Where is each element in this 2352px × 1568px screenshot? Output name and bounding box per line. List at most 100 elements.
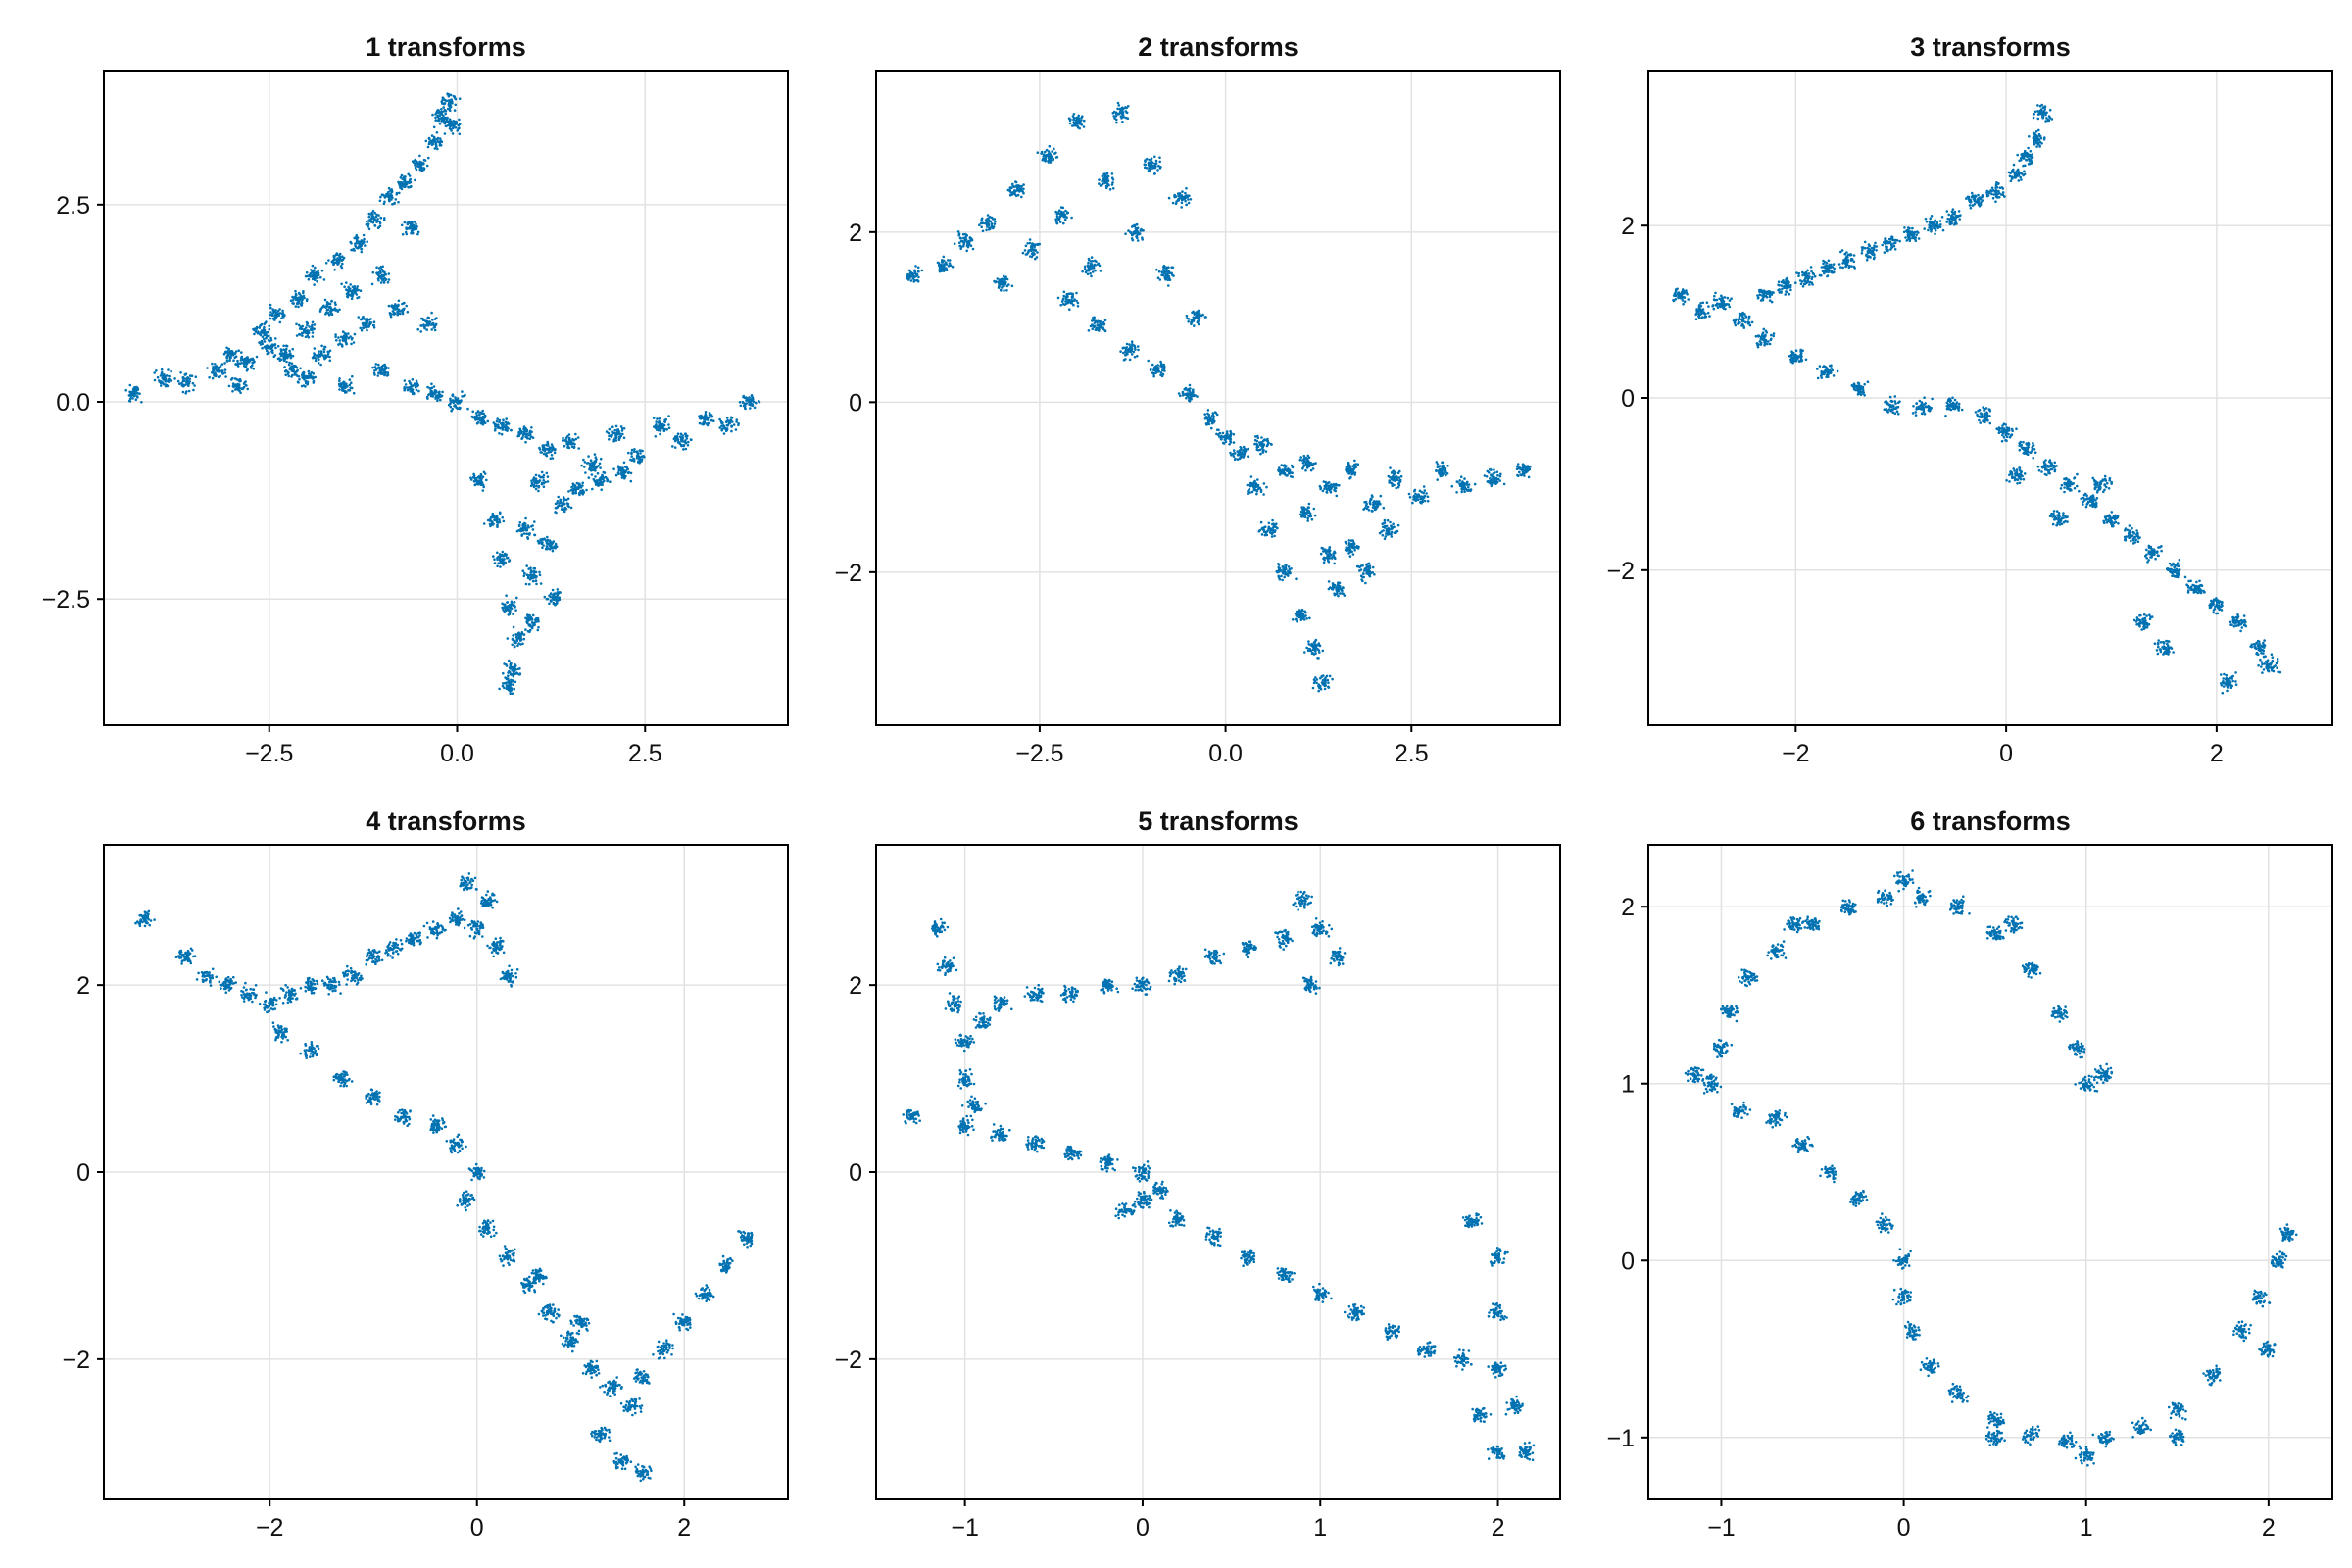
scatter-point <box>214 363 217 366</box>
scatter-point <box>347 285 350 289</box>
scatter-point <box>701 415 704 418</box>
scatter-point <box>311 356 315 360</box>
scatter-point <box>635 450 638 454</box>
scatter-point <box>536 480 540 483</box>
scatter-point <box>324 313 327 316</box>
scatter-point <box>584 471 587 474</box>
scatter-point <box>192 388 195 392</box>
scatter-point <box>522 574 526 578</box>
scatter-point <box>164 379 168 383</box>
scatter-point <box>730 424 733 428</box>
scatter-point <box>1455 491 1458 494</box>
scatter-point <box>493 518 496 521</box>
scatter-point <box>1014 189 1017 193</box>
scatter-point <box>304 326 308 329</box>
scatter-point <box>501 550 505 554</box>
scatter-point <box>1491 480 1494 483</box>
scatter-point <box>532 483 536 487</box>
scatter-point <box>1441 468 1445 471</box>
scatter-point <box>1180 201 1184 205</box>
scatter-point <box>1423 499 1427 503</box>
scatter-point <box>217 368 220 371</box>
scatter-point <box>745 402 748 405</box>
scatter-point <box>231 389 234 393</box>
scatter-point <box>1048 144 1052 148</box>
scatter-point <box>354 291 357 295</box>
scatter-point <box>393 202 396 205</box>
scatter-point <box>295 334 299 337</box>
scatter-point <box>477 416 481 420</box>
scatter-point <box>961 244 965 248</box>
scatter-point <box>1141 238 1144 241</box>
scatter-point <box>498 511 502 514</box>
scatter-point <box>283 314 286 317</box>
scatter-point <box>637 455 641 459</box>
scatter-point <box>404 230 408 234</box>
scatter-point <box>316 271 319 275</box>
scatter-point <box>1005 284 1009 288</box>
scatter-point <box>1412 494 1416 498</box>
scatter-point <box>228 359 231 363</box>
scatter-point <box>486 419 490 423</box>
scatter-point <box>599 479 602 483</box>
scatter-point <box>1155 367 1159 369</box>
scatter-point <box>245 369 249 372</box>
scatter-point <box>284 344 288 348</box>
scatter-point <box>270 338 273 342</box>
scatter-point <box>395 308 398 311</box>
scatter-point <box>359 326 363 330</box>
scatter-point <box>1176 198 1180 201</box>
scatter-point <box>698 416 702 420</box>
scatter-point <box>375 271 378 275</box>
scatter-point <box>432 139 436 142</box>
scatter-point <box>411 388 415 391</box>
scatter-point <box>326 301 330 305</box>
scatter-point <box>556 601 559 605</box>
scatter-point <box>313 269 316 272</box>
scatter-point <box>519 633 523 636</box>
scatter-point <box>491 514 495 516</box>
scatter-point <box>751 403 754 406</box>
scatter-point <box>1017 189 1020 192</box>
scatter-point <box>438 137 442 140</box>
scatter-point <box>585 462 589 465</box>
scatter-point <box>1048 156 1051 159</box>
scatter-point <box>492 555 495 558</box>
scatter-point <box>539 582 543 585</box>
scatter-point <box>318 350 320 353</box>
scatter-point <box>506 681 510 684</box>
scatter-point <box>268 346 271 350</box>
scatter-point <box>1495 470 1499 474</box>
scatter-point <box>1327 487 1330 491</box>
scatter-point <box>476 411 480 414</box>
scatter-point <box>559 498 562 502</box>
scatter-point <box>1016 193 1020 197</box>
scatter-point <box>527 616 530 620</box>
scatter-point <box>1125 106 1128 110</box>
scatter-point <box>1527 467 1531 470</box>
scatter-point <box>240 362 244 365</box>
scatter-point <box>573 484 577 487</box>
scatter-point <box>1075 118 1079 121</box>
scatter-point <box>1114 111 1118 115</box>
scatter-point <box>505 417 508 420</box>
scatter-point <box>1442 464 1445 467</box>
scatter-point <box>999 288 1003 292</box>
scatter-point <box>264 345 268 348</box>
scatter-point <box>1364 500 1368 504</box>
scatter-point <box>742 394 746 398</box>
scatter-point <box>1281 469 1284 473</box>
scatter-point <box>159 381 163 385</box>
scatter-point <box>564 438 566 442</box>
scatter-point <box>1002 274 1005 278</box>
scatter-point <box>980 219 983 222</box>
scatter-point <box>1233 458 1237 462</box>
scatter-point <box>603 479 606 483</box>
scatter-point <box>322 350 326 354</box>
scatter-point <box>282 355 285 358</box>
scatter-point <box>351 374 354 378</box>
scatter-point <box>542 479 545 482</box>
scatter-point <box>271 351 274 355</box>
scatter-point <box>545 454 549 458</box>
scatter-point <box>1180 206 1183 209</box>
